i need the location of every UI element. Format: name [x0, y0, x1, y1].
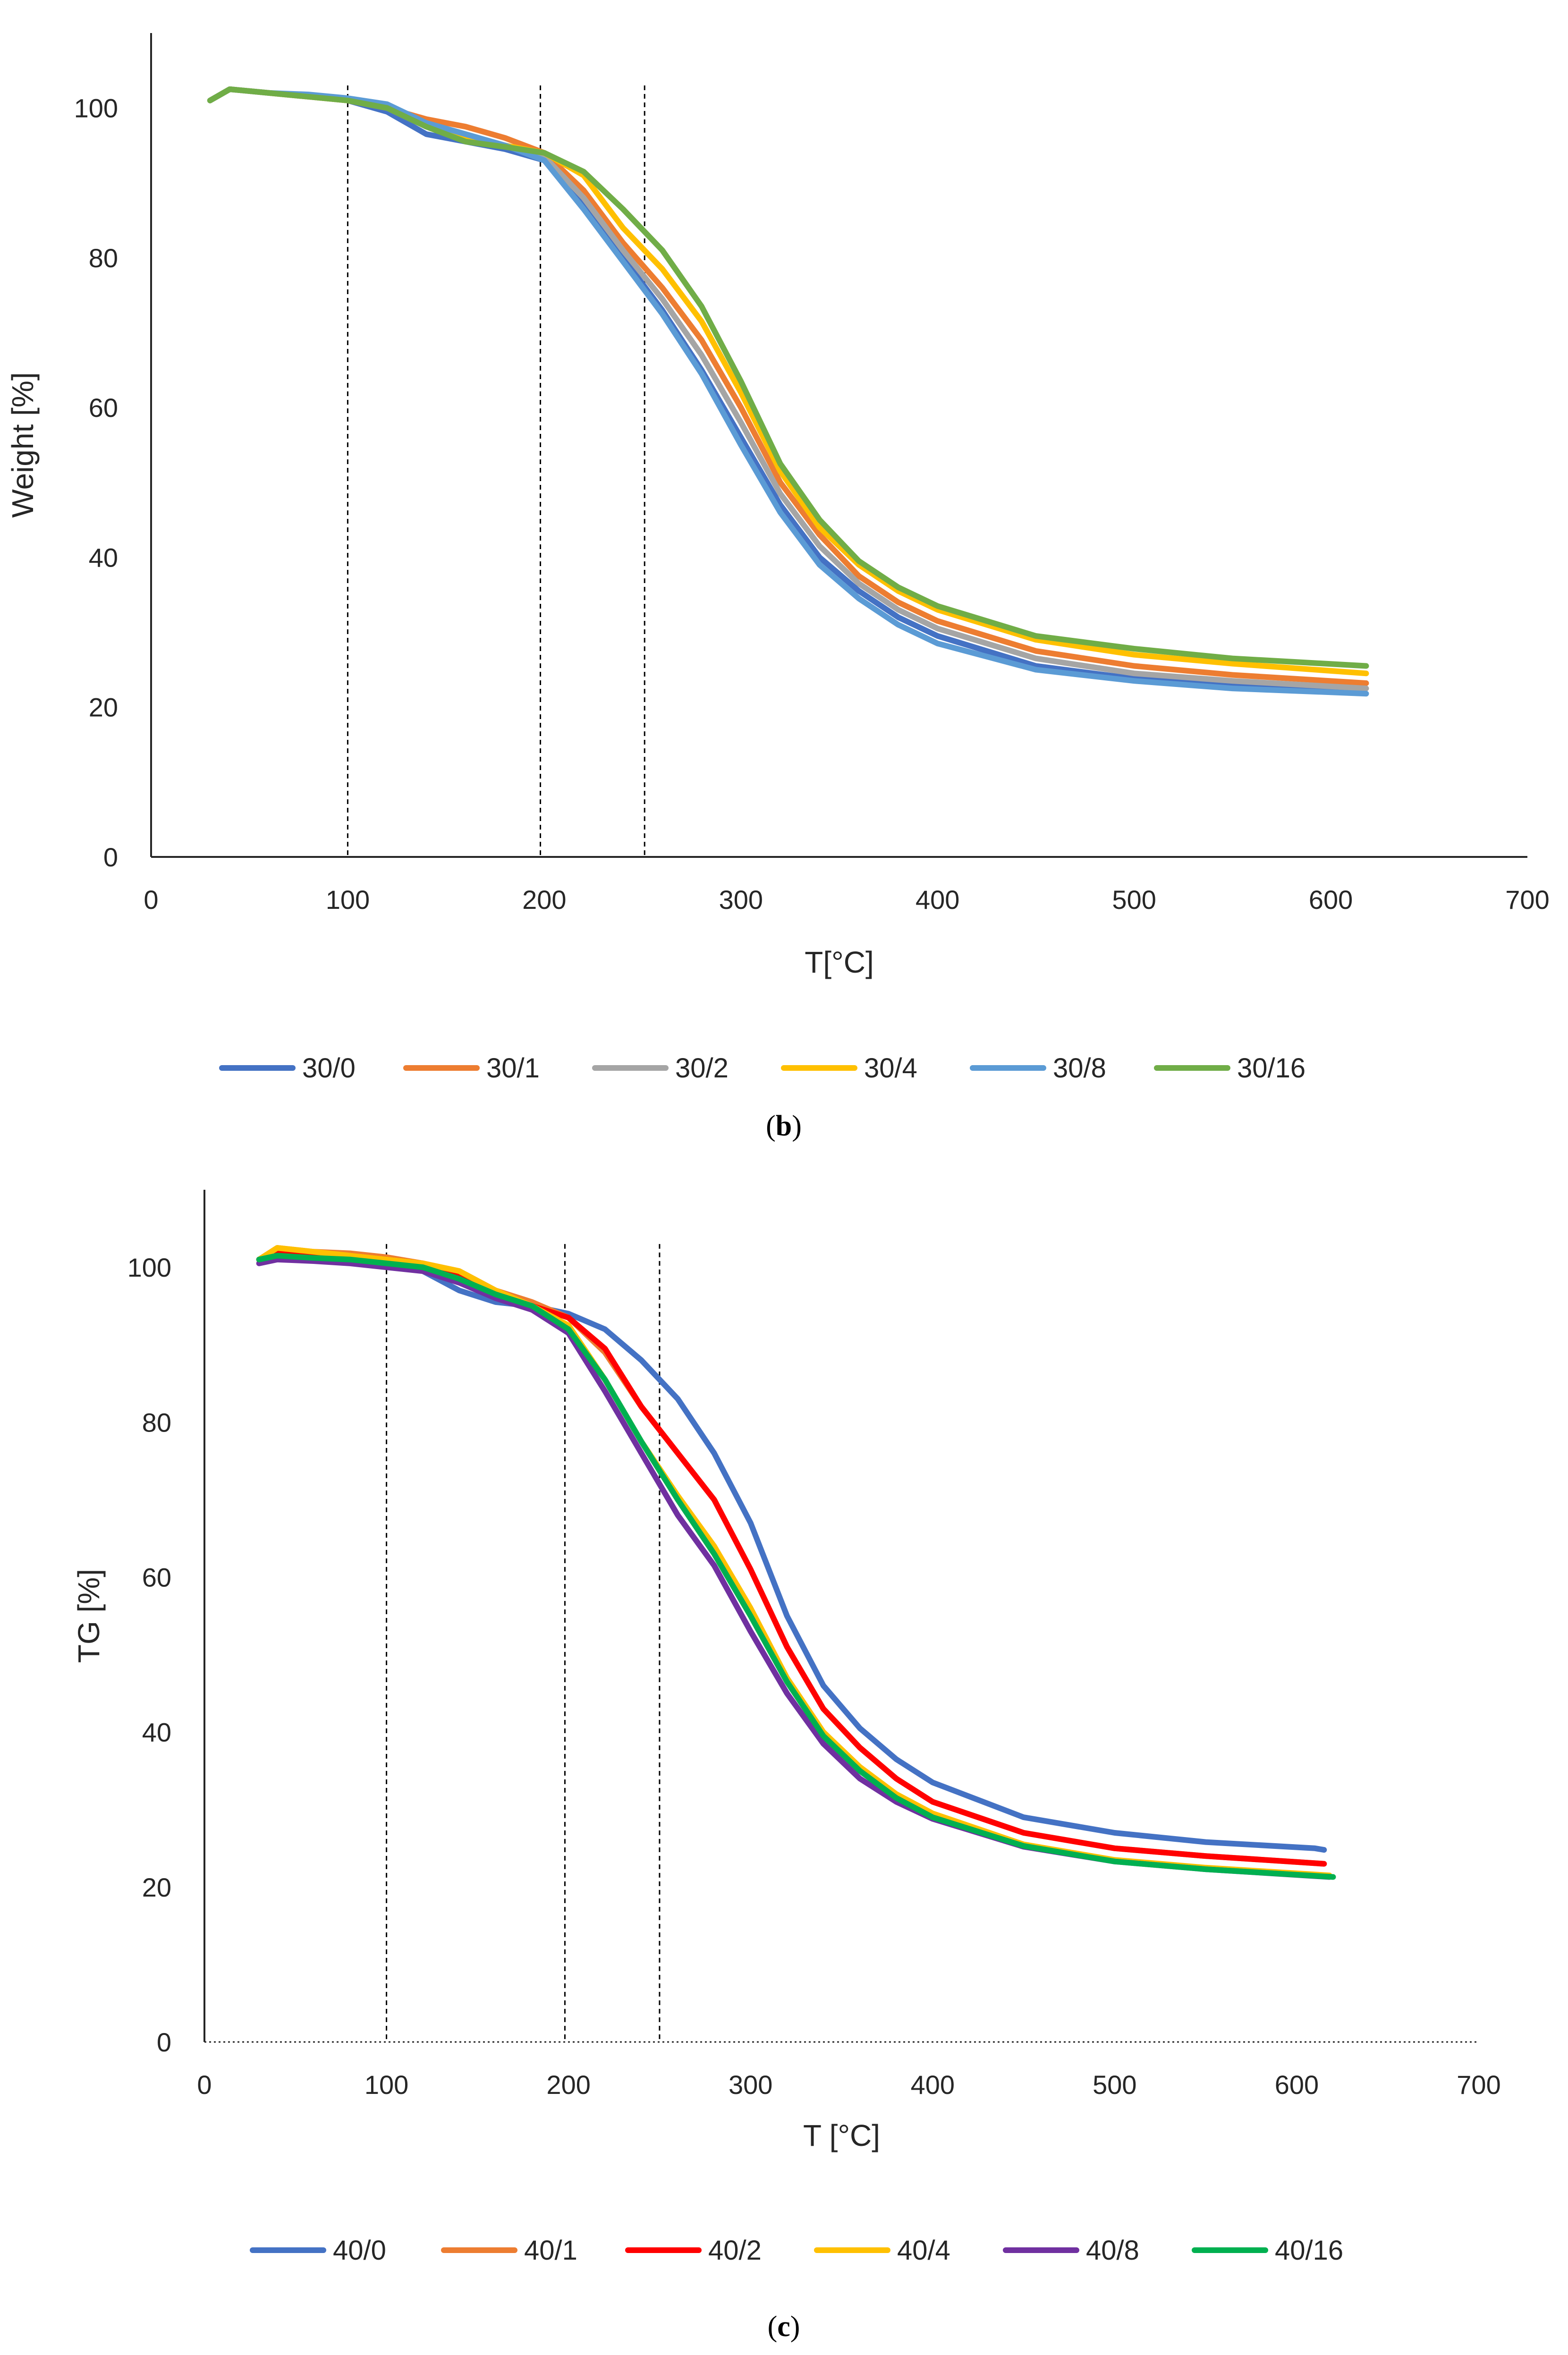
y-tick-label: 60: [89, 393, 118, 423]
legend-item: 30/2: [592, 1053, 729, 1084]
legend-label: 30/1: [486, 1053, 540, 1084]
series-line-30-8: [207, 86, 1369, 697]
chart-c: 0 20 40 60 80 100 0 100 200 300 400 500 600 700 TG […: [72, 1190, 1501, 2343]
x-tick-labels: 0 100 200 300 400 500 600 700: [197, 2070, 1500, 2100]
y-axis-title: TG [%]: [72, 1569, 106, 1663]
x-tick-label: 700: [1505, 885, 1549, 915]
y-tick-label: 40: [142, 1718, 171, 1747]
legend-item: 40/0: [250, 2235, 386, 2266]
vertical-marker-group: [386, 1244, 661, 2042]
x-tick-label: 100: [364, 2070, 408, 2100]
x-tick-label: 500: [1112, 885, 1156, 915]
legend-label: 40/4: [897, 2235, 950, 2266]
legend-label: 40/2: [708, 2235, 762, 2266]
x-tick-label: 0: [197, 2070, 212, 2100]
series-line-40-2: [256, 1249, 1327, 1867]
legend-item: 30/4: [781, 1053, 917, 1084]
y-tick-label: 20: [89, 693, 118, 722]
legend-label: 40/1: [524, 2235, 577, 2266]
series-line-30-2: [207, 86, 1369, 692]
series-line-30-0: [207, 86, 1363, 695]
caption: (c): [768, 2311, 800, 2343]
legend-label: 30/2: [675, 1053, 729, 1084]
series-line-30-4: [207, 86, 1369, 677]
y-tick-labels: 0 20 40 60 80 100: [127, 1253, 171, 2057]
y-tick-label: 40: [89, 542, 118, 572]
legend: 40/0 40/1 40/2 40/4 40/8 40/16: [250, 2235, 1343, 2266]
legend-label: 30/16: [1237, 1053, 1305, 1084]
chart-b: 0 20 40 60 80 100 0 100 200 300 400 500 600 700 Weig…: [6, 33, 1550, 1142]
x-tick-label: 200: [522, 885, 566, 915]
series-line-30-16: [207, 86, 1369, 669]
x-tick-label: 300: [729, 2070, 772, 2100]
series-line-40-1: [256, 1245, 1327, 1867]
series-line-40-0: [256, 1249, 1327, 1853]
legend-item: 40/8: [1003, 2235, 1139, 2266]
y-tick-label: 60: [142, 1562, 171, 1592]
x-axis-title: T[°C]: [805, 945, 873, 979]
legend-label: 40/16: [1275, 2235, 1343, 2266]
vertical-marker-group: [347, 85, 645, 857]
y-tick-label: 20: [142, 1872, 171, 1902]
x-tick-label: 600: [1275, 2070, 1319, 2100]
x-tick-label: 400: [915, 885, 959, 915]
x-tick-label: 100: [326, 885, 370, 915]
legend-label: 40/8: [1086, 2235, 1139, 2266]
legend-item: 40/4: [814, 2235, 950, 2266]
x-tick-label: 700: [1457, 2070, 1500, 2100]
series-line-40-16: [256, 1253, 1336, 1880]
series-line-30-1: [207, 86, 1369, 686]
x-axis-title: T [°C]: [803, 2118, 880, 2152]
x-tick-label: 200: [546, 2070, 590, 2100]
legend-item: 40/1: [441, 2235, 577, 2266]
y-tick-label: 100: [74, 93, 118, 123]
y-tick-labels: 0 20 40 60 80 100: [74, 93, 118, 872]
y-tick-label: 100: [127, 1253, 171, 1282]
x-tick-label: 0: [144, 885, 158, 915]
y-axis-title: Weight [%]: [6, 372, 40, 517]
series-group: [256, 1245, 1336, 1880]
legend-item: 30/16: [1154, 1053, 1305, 1084]
x-tick-labels: 0 100 200 300 400 500 600 700: [144, 885, 1549, 915]
legend-label: 30/0: [302, 1053, 356, 1084]
y-tick-label: 0: [157, 2027, 171, 2057]
x-tick-label: 300: [719, 885, 763, 915]
x-tick-label: 500: [1093, 2070, 1136, 2100]
x-tick-label: 600: [1309, 885, 1353, 915]
series-group: [207, 86, 1369, 697]
x-tick-label: 400: [911, 2070, 955, 2100]
legend-label: 40/0: [333, 2235, 386, 2266]
series-line-40-4: [256, 1245, 1332, 1879]
caption-letter: b: [776, 1110, 792, 1142]
legend-item: 40/2: [625, 2235, 762, 2266]
caption: (b): [766, 1110, 802, 1142]
legend-item: 30/1: [403, 1053, 540, 1084]
legend-item: 40/16: [1192, 2235, 1343, 2266]
legend: 30/0 30/1 30/2 30/4 30/8 30/16: [219, 1053, 1305, 1084]
legend-label: 30/4: [864, 1053, 917, 1084]
y-tick-label: 80: [89, 243, 118, 273]
series-line-40-8: [256, 1256, 1332, 1880]
legend-item: 30/8: [970, 1053, 1106, 1084]
y-tick-label: 0: [103, 842, 118, 872]
legend-label: 30/8: [1053, 1053, 1106, 1084]
legend-item: 30/0: [219, 1053, 356, 1084]
caption-letter: c: [777, 2311, 790, 2343]
y-tick-label: 80: [142, 1407, 171, 1437]
